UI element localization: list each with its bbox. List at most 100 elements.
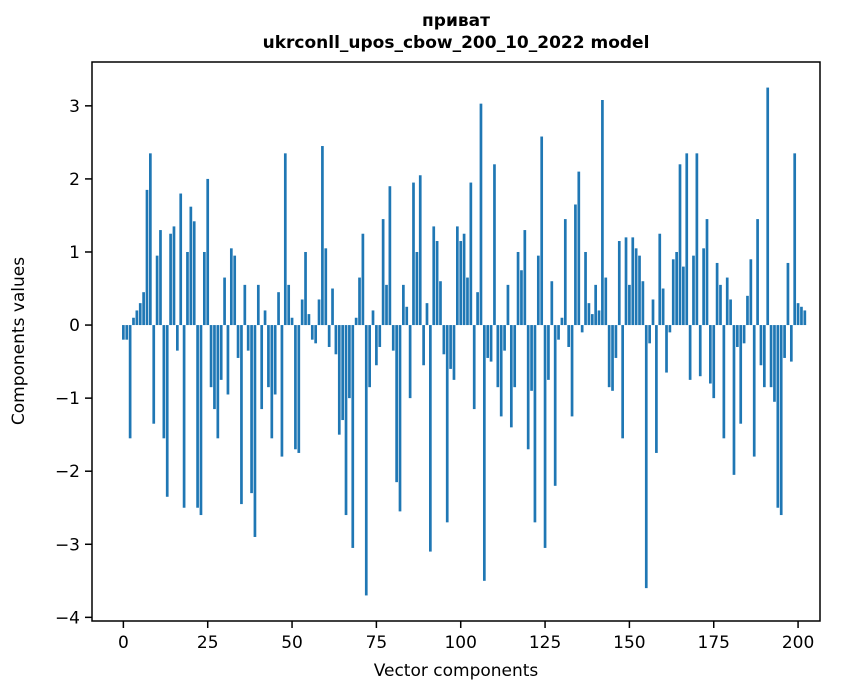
y-tick-label: −1 (55, 389, 80, 409)
bar (665, 325, 668, 373)
y-tick-label: 3 (69, 97, 80, 117)
bar (432, 226, 436, 326)
bar (685, 153, 689, 326)
bar (361, 233, 365, 326)
bar (442, 325, 446, 355)
bar (236, 325, 240, 358)
y-tick-label: 1 (69, 243, 80, 263)
y-tick-label: −3 (55, 535, 80, 555)
bar (513, 325, 517, 388)
bar (364, 325, 368, 596)
bar (493, 164, 496, 326)
bar (506, 284, 510, 326)
bar (186, 251, 189, 326)
bars-layer (122, 87, 807, 596)
bar (371, 310, 375, 326)
bar (547, 325, 550, 380)
bar (553, 325, 557, 486)
bar (418, 175, 422, 326)
bar (472, 325, 476, 410)
bar (169, 233, 172, 326)
bar (179, 193, 183, 326)
bar (456, 226, 459, 326)
bar (412, 182, 415, 326)
bar (445, 325, 449, 523)
bar (496, 325, 500, 388)
bar (469, 182, 473, 326)
bar (719, 284, 722, 326)
bar (368, 325, 371, 388)
bar (307, 314, 311, 326)
bar (783, 325, 786, 358)
bar (567, 325, 571, 347)
bar (192, 221, 196, 326)
bar (375, 325, 378, 366)
bar (634, 248, 638, 326)
bar (348, 325, 351, 399)
bar (655, 325, 658, 453)
bar (803, 310, 807, 326)
plot-frame (91, 61, 821, 622)
bar (577, 171, 581, 326)
bar (395, 325, 398, 483)
bar (321, 146, 324, 326)
x-tick-label: 25 (197, 633, 219, 653)
ticks-layer: 0 25 50 75 100 125 150 175 200 −4 −3 −2 −1 0 1 2 3 (55, 97, 814, 653)
bar (385, 284, 388, 326)
bar (611, 325, 614, 391)
bar (287, 284, 291, 326)
bar (682, 266, 685, 326)
y-tick-label: 0 (69, 316, 80, 336)
bar (304, 251, 307, 326)
bar (260, 325, 264, 410)
bar (516, 251, 520, 326)
x-axis-label: Vector components (374, 661, 539, 681)
bar (429, 325, 432, 552)
bar (675, 251, 678, 326)
bar (621, 325, 624, 439)
bar (138, 303, 142, 326)
bar (499, 325, 503, 417)
bar (739, 325, 743, 424)
bar (341, 325, 344, 421)
bar (601, 100, 604, 326)
bar (331, 288, 334, 326)
bar (229, 248, 233, 326)
y-tick-label: −2 (55, 462, 80, 482)
bar (520, 270, 523, 326)
bar (489, 325, 493, 362)
bar (172, 226, 176, 326)
bar (540, 136, 544, 326)
bar (381, 219, 385, 326)
bar (189, 206, 193, 326)
bar (334, 325, 338, 355)
bar (668, 325, 672, 333)
bar (671, 259, 675, 326)
x-tick-label: 125 (529, 633, 561, 653)
bar (715, 262, 719, 326)
bar (563, 219, 567, 326)
axes-spines (91, 61, 821, 622)
bar (290, 317, 294, 326)
bar (628, 284, 631, 326)
bar (658, 233, 662, 326)
bar (584, 251, 587, 326)
bar (314, 325, 318, 344)
bar (149, 153, 152, 326)
bar (415, 251, 419, 326)
bar (759, 325, 763, 366)
bar (206, 178, 210, 326)
bar (526, 325, 530, 450)
bar (398, 325, 402, 512)
bar (509, 325, 513, 428)
bar (435, 241, 439, 326)
bar (486, 325, 490, 358)
chart-title-line1: приват (422, 11, 490, 31)
bar (202, 251, 206, 326)
bar (752, 325, 756, 457)
bar (270, 325, 274, 439)
bar (391, 325, 395, 351)
bar (216, 325, 220, 439)
x-tick-label: 75 (366, 633, 388, 653)
